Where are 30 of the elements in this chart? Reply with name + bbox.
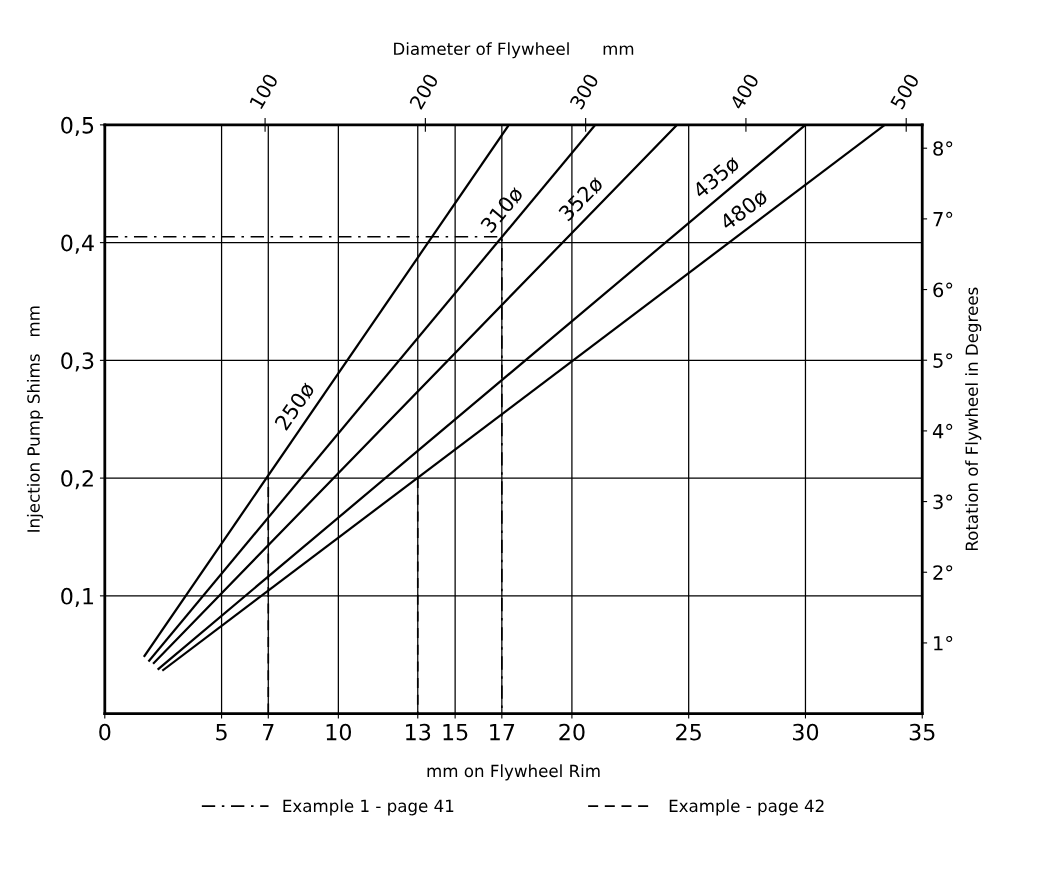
x-tick-label: 15 (443, 724, 468, 741)
legend-label: Example 1 - page 41 (283, 799, 454, 816)
y-tick-label: 0,4 (61, 234, 94, 254)
y-tick-label: 0,3 (61, 352, 94, 372)
x-tick-label: 35 (909, 723, 935, 741)
legend-label: Example - page 42 (669, 799, 824, 816)
x2-axis-title: Diameter of Flywheel mm (394, 42, 634, 59)
y2-tick-label: 6° (933, 282, 953, 298)
y-axis-title: Injection Pump Shims mm (26, 306, 44, 532)
x-tick-label: 30 (793, 723, 819, 741)
y2-tick-label: 7° (933, 211, 953, 227)
y2-tick-label: 8° (933, 141, 953, 156)
x-tick-label: 0 (99, 723, 111, 741)
x-axis-title: mm on Flywheel Rim (427, 764, 600, 781)
y-tick-label: 0,2 (61, 470, 93, 490)
y2-tick-label: 2° (933, 565, 953, 580)
y2-tick-label: 3° (933, 494, 953, 510)
x-tick-label: 10 (326, 723, 352, 741)
x-tick-label: 25 (676, 723, 701, 741)
x-tick-label: 20 (559, 723, 585, 741)
y2-tick-label: 4° (932, 423, 953, 439)
x-tick-label: 13 (406, 723, 431, 741)
x-tick-label: 5 (216, 724, 227, 741)
y2-tick-label: 1° (934, 635, 953, 651)
y-tick-label: 0,1 (61, 587, 94, 607)
x-tick-label: 7 (263, 724, 274, 741)
y2-tick-label: 5° (933, 353, 953, 368)
y-tick-label: 0,5 (61, 116, 94, 136)
x-tick-label: 17 (490, 724, 515, 741)
y2-axis-title: Rotation of Flywheel in Degrees (965, 287, 982, 551)
